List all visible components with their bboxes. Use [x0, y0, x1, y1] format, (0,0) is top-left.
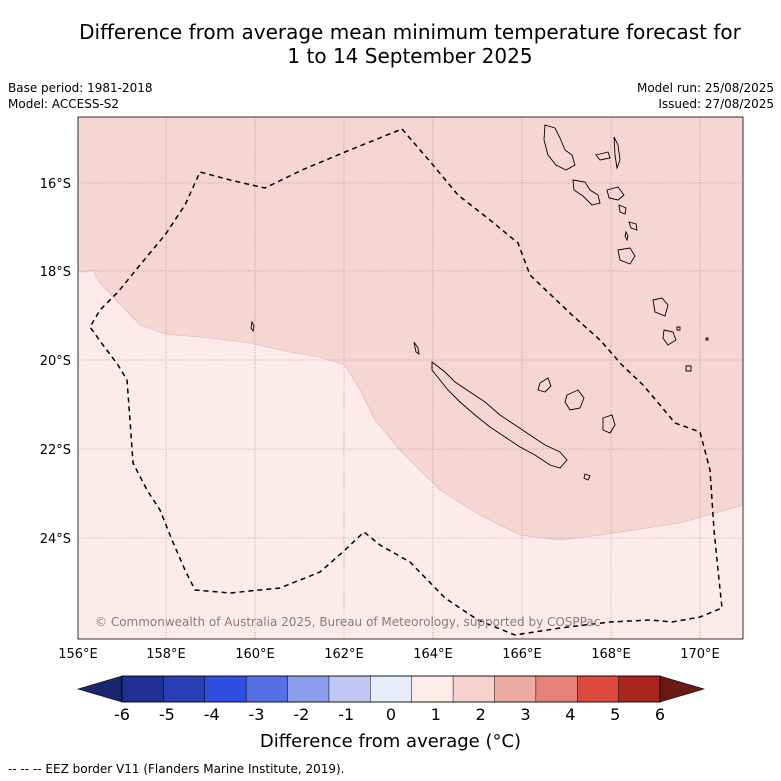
colorbar-over-arrow [659, 675, 706, 703]
colorbar-frame [121, 675, 661, 703]
model-run: Model run: 25/08/2025 [636, 81, 774, 95]
colorbar-title: Difference from average (°C) [259, 731, 522, 752]
colorbar-tick-label: -3 [249, 705, 265, 724]
island-vanuatu-efate [606, 186, 625, 201]
island-vanuatu-ambae [595, 151, 611, 161]
colorbar-cell [576, 675, 620, 703]
eez-legend: -- -- -- EEZ border V11 (Flanders Marine… [8, 762, 345, 776]
colorbar-tick-label: -6 [114, 705, 130, 724]
island-new-caledonia [431, 361, 568, 469]
anomaly-region-1-2 [78, 117, 743, 541]
lon-label-158: 158°E [146, 647, 186, 662]
coastlines [250, 124, 709, 481]
island-vanuatu-espiritu [543, 124, 576, 171]
title-line-2: 1 to 14 September 2025 [287, 44, 533, 68]
issued-date: Issued: 27/08/2025 [658, 97, 774, 111]
island-chesterfield [250, 320, 255, 333]
colorbar: -6 -5 -4 -3 -2 -1 0 1 2 3 4 5 6 [76, 675, 706, 724]
lat-label-20: 20°S [40, 354, 71, 369]
colorbar-tick-label: 1 [431, 705, 441, 724]
longitude-labels: 156°E 158°E 160°E 162°E 164°E 166°E 168°… [58, 647, 720, 662]
island-small-2 [705, 337, 709, 341]
island-vanuatu-epi [618, 204, 627, 215]
colorbar-tick-label: -5 [159, 705, 175, 724]
colorbar-cell [163, 675, 206, 703]
island-vanuatu-pentecost [613, 136, 621, 170]
lon-label-160: 160°E [235, 647, 275, 662]
title-line-1: Difference from average mean minimum tem… [79, 20, 741, 44]
colorbar-cell [370, 675, 413, 703]
gridlines [78, 117, 743, 639]
island-small-east [685, 365, 692, 372]
latitude-labels: 16°S 18°S 20°S 22°S 24°S [40, 177, 71, 547]
lon-label-170: 170°E [680, 647, 720, 662]
colorbar-tick-label: 6 [655, 705, 665, 724]
colorbar-tick-label: 0 [386, 705, 396, 724]
colorbar-cell [618, 675, 661, 703]
lat-label-22: 22°S [40, 443, 71, 458]
island-vanuatu-shepherd [628, 221, 638, 231]
lat-label-16: 16°S [40, 177, 71, 192]
eez-border [89, 128, 723, 636]
base-period: Base period: 1981-2018 [8, 81, 153, 95]
island-vanuatu-tanna [652, 297, 669, 317]
island-vanuatu-aneityum [662, 329, 677, 346]
colorbar-cell [494, 675, 537, 703]
lat-label-24: 24°S [40, 532, 71, 547]
colorbar-cell [287, 675, 330, 703]
island-belep [413, 341, 420, 355]
lon-label-156: 156°E [58, 647, 98, 662]
island-small-1 [676, 326, 681, 331]
island-walpole [583, 473, 591, 481]
island-vanuatu-malekula [572, 179, 601, 206]
colorbar-cell [245, 675, 289, 703]
lon-label-164: 164°E [413, 647, 453, 662]
lon-label-162: 162°E [324, 647, 364, 662]
colorbar-tick-label: 3 [520, 705, 530, 724]
colorbar-cell [204, 675, 247, 703]
colorbar-cell [452, 675, 496, 703]
island-loyalty-2 [564, 389, 585, 411]
colorbar-cell [121, 675, 165, 703]
colorbar-tick-label: 2 [476, 705, 486, 724]
colorbar-tick-label: -4 [204, 705, 220, 724]
island-loyalty-1 [537, 377, 552, 393]
map-frame [77, 116, 744, 640]
colorbar-cell [328, 675, 372, 703]
lon-label-166: 166°E [502, 647, 542, 662]
lon-label-168: 168°E [591, 647, 631, 662]
model-name: Model: ACCESS-S2 [8, 97, 120, 111]
lat-label-18: 18°S [40, 265, 71, 280]
island-torres [624, 230, 629, 242]
colorbar-under-arrow [76, 675, 123, 703]
colorbar-tick-label: -2 [293, 705, 309, 724]
colorbar-tick-label: 4 [565, 705, 575, 724]
copyright-notice: © Commonwealth of Australia 2025, Bureau… [95, 615, 600, 629]
colorbar-cell [411, 675, 454, 703]
colorbar-tick-label: -1 [338, 705, 354, 724]
island-loyalty-3 [602, 414, 616, 434]
colorbar-tick-label: 5 [610, 705, 620, 724]
colorbar-cell [535, 675, 578, 703]
island-vanuatu-erromango [617, 247, 636, 265]
